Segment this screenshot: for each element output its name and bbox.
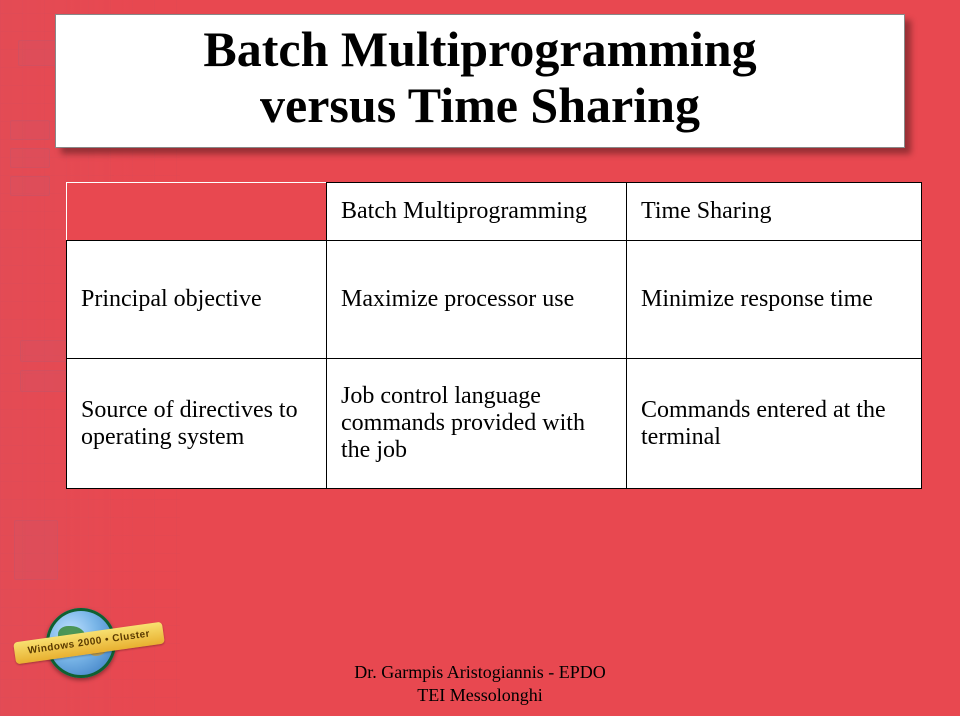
title-line-2: versus Time Sharing [260, 77, 700, 133]
slide-footer: Dr. Garmpis Aristogiannis - EPDO TEI Mes… [0, 661, 960, 706]
title-line-1: Batch Multiprogramming [203, 21, 756, 77]
row-label-directives: Source of directives to operating system [67, 359, 327, 489]
row-label-objective: Principal objective [67, 241, 327, 359]
footer-line-1: Dr. Garmpis Aristogiannis - EPDO [354, 662, 606, 682]
table-corner-empty [67, 183, 327, 241]
comparison-table-wrap: Batch Multiprogramming Time Sharing Prin… [66, 182, 921, 489]
footer-line-2: TEI Messolonghi [417, 685, 543, 705]
slide-title: Batch Multiprogramming versus Time Shari… [84, 21, 876, 133]
title-panel: Batch Multiprogramming versus Time Shari… [55, 14, 905, 148]
cell-directives-timesharing: Commands entered at the terminal [627, 359, 922, 489]
table-row: Principal objective Maximize processor u… [67, 241, 922, 359]
comparison-table: Batch Multiprogramming Time Sharing Prin… [66, 182, 922, 489]
cell-objective-timesharing: Minimize response time [627, 241, 922, 359]
table-row: Source of directives to operating system… [67, 359, 922, 489]
table-header-row: Batch Multiprogramming Time Sharing [67, 183, 922, 241]
col-header-batch: Batch Multiprogramming [327, 183, 627, 241]
col-header-timesharing: Time Sharing [627, 183, 922, 241]
cell-directives-batch: Job control language commands provided w… [327, 359, 627, 489]
cell-objective-batch: Maximize processor use [327, 241, 627, 359]
